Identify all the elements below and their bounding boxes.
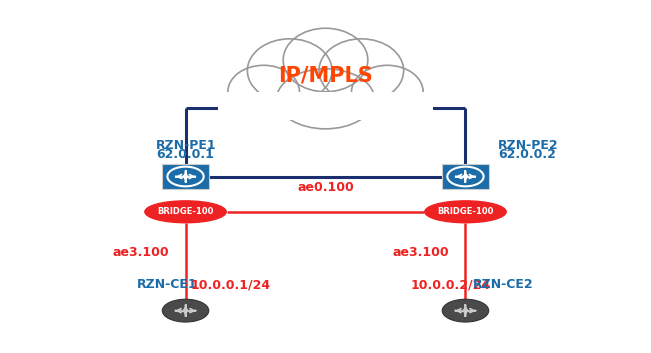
Ellipse shape xyxy=(247,39,332,102)
Ellipse shape xyxy=(228,65,299,118)
Ellipse shape xyxy=(447,167,484,186)
Text: RZN-CE2: RZN-CE2 xyxy=(473,278,534,291)
Text: RZN-CE1: RZN-CE1 xyxy=(137,278,197,291)
Text: 62.0.0.1: 62.0.0.1 xyxy=(156,148,214,161)
Text: 10.0.0.1/24: 10.0.0.1/24 xyxy=(191,278,271,291)
Text: 10.0.0.2/24: 10.0.0.2/24 xyxy=(410,278,490,291)
Ellipse shape xyxy=(424,201,506,223)
Ellipse shape xyxy=(167,167,204,186)
Ellipse shape xyxy=(283,28,368,92)
Text: RZN-PE1: RZN-PE1 xyxy=(156,139,217,152)
Ellipse shape xyxy=(319,39,404,102)
FancyBboxPatch shape xyxy=(218,92,433,120)
Text: BRIDGE-100: BRIDGE-100 xyxy=(437,207,493,216)
Ellipse shape xyxy=(277,69,374,129)
Ellipse shape xyxy=(442,299,489,322)
Text: ae0.100: ae0.100 xyxy=(297,181,354,194)
Ellipse shape xyxy=(162,299,209,322)
Text: IP/MPLS: IP/MPLS xyxy=(278,66,373,86)
Text: BRIDGE-100: BRIDGE-100 xyxy=(158,207,214,216)
FancyBboxPatch shape xyxy=(162,164,209,189)
FancyBboxPatch shape xyxy=(442,164,489,189)
Text: RZN-PE2: RZN-PE2 xyxy=(498,139,559,152)
Text: ae3.100: ae3.100 xyxy=(113,246,169,259)
Ellipse shape xyxy=(352,65,423,118)
Text: 62.0.0.2: 62.0.0.2 xyxy=(498,148,556,161)
Text: ae3.100: ae3.100 xyxy=(393,246,449,259)
Ellipse shape xyxy=(145,201,227,223)
